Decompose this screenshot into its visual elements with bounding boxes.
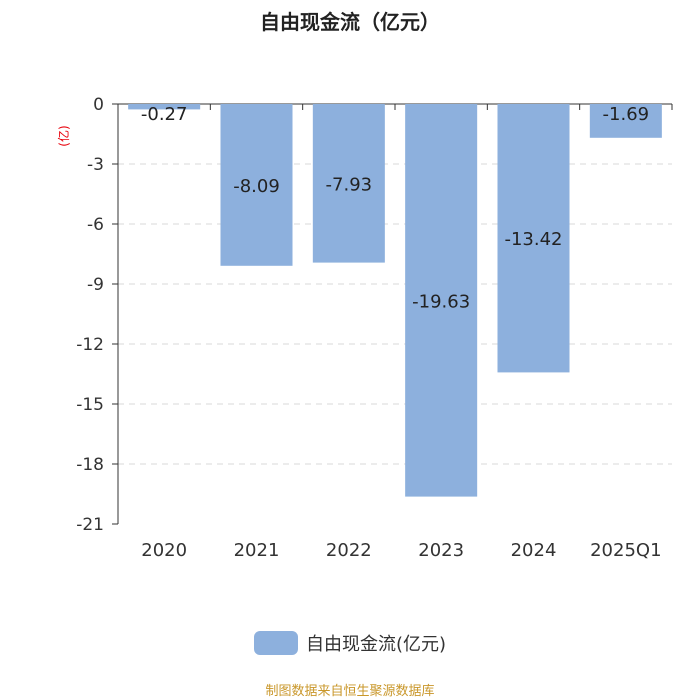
bar — [128, 104, 201, 110]
x-tick-label: 2022 — [326, 540, 372, 561]
y-tick-label: -18 — [76, 455, 104, 475]
y-tick-label: 0 — [93, 95, 104, 115]
x-tick-label: 2021 — [234, 540, 280, 561]
y-tick-label: -6 — [87, 215, 104, 235]
data-label: -0.27 — [141, 104, 188, 125]
x-tick-label: 2020 — [141, 540, 187, 561]
legend[interactable]: 自由现金流(亿元) — [0, 630, 700, 656]
legend-swatch — [253, 631, 298, 655]
x-tick-label: 2024 — [511, 540, 557, 561]
y-tick-label: -15 — [76, 395, 104, 415]
bar — [312, 104, 385, 263]
y-tick-label: -12 — [76, 335, 104, 355]
bar — [220, 104, 293, 266]
data-label: -1.69 — [603, 104, 650, 125]
plot-area: 0 -3 -6 -9 -12 -15 -18 -21 (亿) -0.27 2020 -8.09 2021… — [56, 95, 673, 561]
y-tick-label: -21 — [76, 515, 104, 535]
data-label: -7.93 — [326, 174, 373, 195]
chart-title: 自由现金流（亿元） — [260, 10, 440, 34]
y-tick-label: -3 — [87, 155, 104, 175]
y-axis-label: (亿) — [56, 125, 71, 146]
data-label: -8.09 — [233, 176, 280, 197]
bar — [589, 104, 662, 138]
footer-source: 制图数据来自恒生聚源数据库 — [265, 684, 435, 699]
y-tick-label: -9 — [87, 275, 104, 295]
bar — [405, 104, 478, 497]
legend-label: 自由现金流(亿元) — [305, 634, 447, 655]
bar — [497, 104, 570, 373]
data-label: -19.63 — [412, 291, 470, 312]
data-label: -13.42 — [504, 229, 562, 250]
x-tick-label: 2025Q1 — [590, 540, 661, 561]
x-tick-label: 2023 — [418, 540, 464, 561]
